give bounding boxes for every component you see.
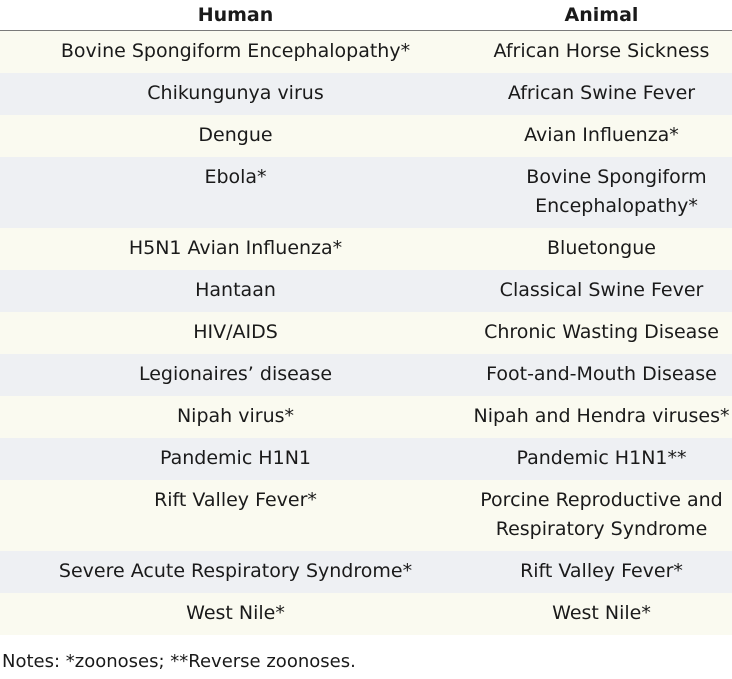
cell-human: H5N1 Avian Influenza* [128,237,343,259]
cell-human: Pandemic H1N1 [160,447,311,469]
cell-animal: Avian Influenza* [524,124,679,146]
cell-animal: Porcine Reproductive and Respiratory Syn… [480,489,723,540]
table-row: HIV/AIDS Chronic Wasting Disease [0,312,732,354]
cell-human: West Nile* [186,602,285,624]
cell-human: Ebola* [204,166,267,188]
cell-animal: Bovine Spongiform Encephalopathy* [526,166,707,217]
table-row: Legionaires’ disease Foot-and-Mouth Dise… [0,354,732,396]
cell-human: Chikungunya virus [147,82,324,104]
table-row: Hantaan Classical Swine Fever [0,270,732,312]
header-animal: Animal [564,3,639,26]
cell-human: Nipah virus* [176,405,295,427]
cell-animal: Bluetongue [547,237,656,259]
cell-human: Hantaan [195,279,276,301]
disease-table: Human Animal Bovine Spongiform Encephalo… [0,0,732,635]
cell-animal: Chronic Wasting Disease [484,321,719,343]
table-row: H5N1 Avian Influenza* Bluetongue [0,228,732,270]
table-row: Bovine Spongiform Encephalopathy* Africa… [0,31,732,73]
cell-human: Dengue [198,124,273,146]
table-row: Severe Acute Respiratory Syndrome* Rift … [0,551,732,593]
cell-animal: West Nile* [552,602,651,624]
table-row: Rift Valley Fever* Porcine Reproductive … [0,480,732,551]
cell-animal: Pandemic H1N1** [516,447,687,469]
table-row: Nipah virus* Nipah and Hendra viruses* [0,396,732,438]
table-row: West Nile* West Nile* [0,593,732,635]
table-row: Ebola* Bovine Spongiform Encephalopathy* [0,157,732,228]
cell-human: HIV/AIDS [193,321,278,343]
cell-animal: Classical Swine Fever [499,279,704,301]
cell-animal: Rift Valley Fever* [520,560,683,582]
table-header-row: Human Animal [0,0,732,31]
table-row: Dengue Avian Influenza* [0,115,732,157]
cell-human: Bovine Spongiform Encephalopathy* [60,40,411,62]
table-row: Chikungunya virus African Swine Fever [0,73,732,115]
cell-human: Rift Valley Fever* [154,489,317,511]
cell-human: Severe Acute Respiratory Syndrome* [58,560,413,582]
cell-animal: Nipah and Hendra viruses* [473,405,730,427]
table-row: Pandemic H1N1 Pandemic H1N1** [0,438,732,480]
cell-animal: Foot-and-Mouth Disease [486,363,717,385]
header-human: Human [197,3,274,26]
cell-animal: African Horse Sickness [493,40,710,62]
table-notes: Notes: *zoonoses; **Reverse zoonoses. [2,651,356,672]
cell-human: Legionaires’ disease [138,363,333,385]
cell-animal: African Swine Fever [507,82,696,104]
